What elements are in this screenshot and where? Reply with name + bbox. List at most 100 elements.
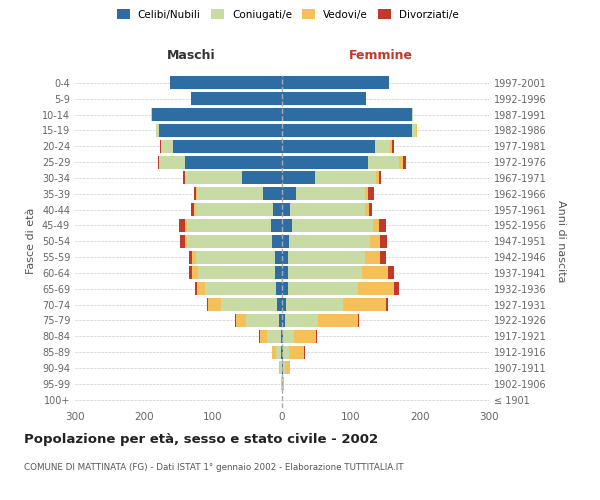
Bar [151,108,152,121]
Bar [185,172,242,184]
Bar [376,172,379,184]
Bar [380,235,387,248]
Bar [191,203,194,216]
Bar [207,298,208,311]
Bar [263,188,282,200]
Bar [304,346,305,358]
Bar [282,172,315,184]
Bar [272,235,282,248]
Bar [184,172,185,184]
Bar [185,235,187,248]
Bar [208,298,221,311]
Text: Femmine: Femmine [349,48,413,62]
Bar [260,330,267,342]
Text: Maschi: Maschi [167,48,215,62]
Bar [365,203,369,216]
Bar [277,298,282,311]
Bar [282,219,292,232]
Bar [282,188,296,200]
Bar [373,219,379,232]
Bar [282,108,412,121]
Bar [246,314,279,327]
Bar [283,346,289,358]
Bar [388,266,394,280]
Bar [375,140,391,152]
Bar [276,346,281,358]
Bar [282,92,366,105]
Bar [283,378,284,390]
Bar [380,250,386,264]
Bar [391,140,392,152]
Bar [185,219,187,232]
Bar [290,203,365,216]
Bar [276,282,282,295]
Bar [287,266,362,280]
Bar [191,92,282,105]
Bar [196,188,197,200]
Bar [159,156,185,168]
Bar [370,235,380,248]
Bar [282,124,412,137]
Bar [161,140,173,152]
Bar [187,235,272,248]
Bar [179,219,185,232]
Bar [158,156,159,168]
Bar [283,362,285,374]
Bar [271,219,282,232]
Y-axis label: Fasce di età: Fasce di età [26,208,36,274]
Bar [282,266,287,280]
Bar [412,124,416,137]
Bar [180,235,185,248]
Bar [358,282,394,295]
Bar [196,250,275,264]
Bar [196,203,273,216]
Bar [275,266,282,280]
Bar [365,250,380,264]
Bar [289,235,370,248]
Bar [403,156,406,168]
Bar [282,203,290,216]
Bar [198,266,275,280]
Bar [379,219,386,232]
Bar [267,330,281,342]
Bar [282,314,285,327]
Bar [358,314,359,327]
Bar [185,156,282,168]
Bar [275,250,282,264]
Bar [281,330,282,342]
Bar [287,282,358,295]
Bar [282,346,283,358]
Bar [394,282,400,295]
Bar [152,108,282,121]
Bar [362,266,388,280]
Bar [197,282,205,295]
Bar [287,250,365,264]
Bar [282,282,287,295]
Bar [235,314,236,327]
Bar [294,330,316,342]
Bar [197,188,263,200]
Bar [392,140,394,152]
Bar [292,219,373,232]
Bar [400,156,403,168]
Bar [386,298,388,311]
Bar [278,362,280,374]
Bar [173,140,282,152]
Bar [282,362,283,374]
Bar [236,314,246,327]
Bar [192,266,198,280]
Bar [315,172,376,184]
Bar [205,282,276,295]
Bar [286,298,343,311]
Bar [365,188,368,200]
Text: COMUNE DI MATTINATA (FG) - Dati ISTAT 1° gennaio 2002 - Elaborazione TUTTITALIA.: COMUNE DI MATTINATA (FG) - Dati ISTAT 1°… [24,462,404,471]
Text: Popolazione per età, sesso e stato civile - 2002: Popolazione per età, sesso e stato civil… [24,432,378,446]
Bar [193,250,196,264]
Bar [343,298,386,311]
Bar [282,235,289,248]
Bar [281,346,282,358]
Bar [368,188,374,200]
Bar [159,124,282,137]
Bar [221,298,277,311]
Bar [368,156,400,168]
